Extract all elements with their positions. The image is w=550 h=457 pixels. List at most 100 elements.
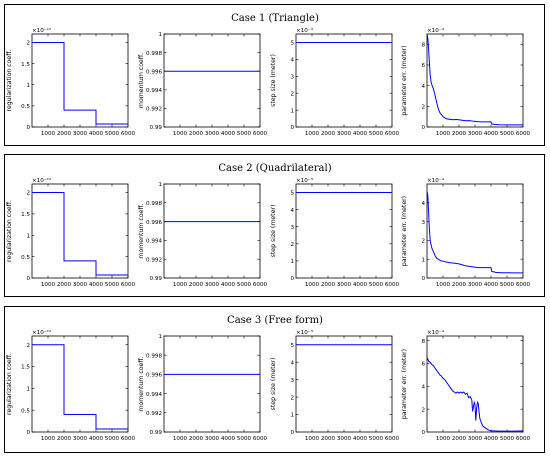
x-tick-label: 4000 bbox=[353, 282, 368, 288]
x-tick-label: 6000 bbox=[385, 436, 400, 442]
y-axis-label: momentum coeff. bbox=[138, 53, 145, 108]
y-exponent-label: ×10⁻³ bbox=[296, 177, 313, 184]
x-tick-label: 3000 bbox=[205, 282, 220, 288]
y-axis-label: step size (meter) bbox=[270, 358, 277, 411]
x-tick-label: 5000 bbox=[369, 436, 384, 442]
y-tick-label: 4 bbox=[290, 208, 294, 214]
series-line bbox=[426, 357, 524, 432]
y-tick-label: 2 bbox=[26, 41, 30, 47]
y-axis-label: regularization coeff. bbox=[6, 200, 13, 262]
y-tick-label: 1 bbox=[158, 334, 162, 340]
x-tick-label: 5000 bbox=[500, 436, 515, 442]
x-tick-label: 5000 bbox=[105, 282, 120, 288]
x-tick-label: 2000 bbox=[189, 436, 204, 442]
x-tick-label: 3000 bbox=[73, 131, 88, 137]
y-axis-label: parameter err. (meter) bbox=[401, 196, 408, 266]
y-tick-label: 1 bbox=[158, 32, 162, 38]
subplot-3-3: 0 1 2 3 4 5 1000 2000 3000 4000 5000 6000 ×10⁻³ step … bbox=[270, 329, 400, 442]
x-tick-label: 3000 bbox=[73, 282, 88, 288]
case-3-panel bbox=[4, 306, 545, 453]
y-axis-label: parameter err. (meter) bbox=[401, 349, 408, 419]
y-tick-label: 0 bbox=[290, 430, 294, 436]
y-tick-label: 0.992 bbox=[146, 257, 162, 263]
x-tick-label: 5000 bbox=[500, 131, 515, 137]
y-tick-label: 1 bbox=[421, 257, 425, 263]
y-tick-label: 0.996 bbox=[146, 69, 162, 75]
y-tick-label: 2 bbox=[421, 407, 425, 413]
subplot-3-2: 0.99 0.992 0.994 0.996 0.998 1 1000 2000 3000 400… bbox=[138, 334, 268, 442]
series-line bbox=[426, 33, 523, 126]
x-tick-label: 6000 bbox=[253, 131, 268, 137]
series-line bbox=[32, 344, 128, 430]
x-tick-label: 3000 bbox=[468, 131, 483, 137]
y-tick-label: 1 bbox=[290, 413, 294, 419]
y-tick-label: 1 bbox=[290, 259, 294, 265]
x-tick-label: 3000 bbox=[468, 436, 483, 442]
x-tick-label: 2000 bbox=[321, 282, 336, 288]
y-tick-label: 1 bbox=[26, 233, 30, 239]
x-tick-label: 5000 bbox=[369, 282, 384, 288]
x-tick-label: 5000 bbox=[105, 436, 120, 442]
x-tick-label: 4000 bbox=[484, 282, 499, 288]
x-tick-label: 1000 bbox=[173, 436, 188, 442]
y-tick-label: 0 bbox=[26, 430, 30, 436]
y-exponent-label: ×10⁻⁴ bbox=[427, 177, 445, 184]
y-tick-label: 4 bbox=[290, 360, 294, 366]
y-tick-label: 5 bbox=[290, 191, 294, 197]
y-tick-label: 4 bbox=[421, 84, 425, 90]
x-tick-label: 6000 bbox=[385, 131, 400, 137]
subplot-1-4: 0 2 4 6 8 1000 2000 3000 4000 5000 6000 ×10⁻⁴ parame… bbox=[401, 27, 531, 137]
x-tick-label: 2000 bbox=[57, 131, 72, 137]
x-tick-label: 3000 bbox=[337, 131, 352, 137]
y-exponent-label: ×10⁻⁴ bbox=[427, 329, 445, 336]
y-exponent-label: ×10⁻⁴ bbox=[427, 27, 445, 34]
y-tick-label: 0.994 bbox=[146, 239, 162, 245]
case-1-title: Case 1 (Triangle) bbox=[231, 13, 319, 24]
x-tick-label: 2000 bbox=[452, 282, 467, 288]
x-tick-label: 4000 bbox=[484, 436, 499, 442]
y-tick-label: 3 bbox=[290, 74, 294, 80]
plot-frame bbox=[31, 335, 129, 433]
y-tick-label: 0.996 bbox=[146, 220, 162, 226]
y-tick-label: 0.998 bbox=[146, 353, 162, 359]
y-tick-label: 8 bbox=[421, 43, 425, 49]
x-tick-label: 5000 bbox=[500, 282, 515, 288]
x-tick-label: 1000 bbox=[305, 282, 320, 288]
x-tick-label: 2000 bbox=[57, 282, 72, 288]
subplot-3-4: 0 2 4 6 8 1000 2000 3000 4000 5000 6000 ×10⁻⁴ parame… bbox=[401, 329, 531, 442]
y-axis-label: regularization coeff. bbox=[6, 50, 13, 112]
x-tick-label: 4000 bbox=[353, 436, 368, 442]
x-tick-label: 3000 bbox=[468, 282, 483, 288]
subplot-3-1: 0 0.5 1 1.5 2 1000 2000 3000 4000 5000 6000 ×10⁻¹² r… bbox=[6, 329, 136, 442]
series-line bbox=[32, 41, 128, 125]
x-tick-label: 3000 bbox=[337, 282, 352, 288]
x-tick-label: 4000 bbox=[353, 131, 368, 137]
y-axis-label: momentum coeff. bbox=[138, 356, 145, 411]
series-line bbox=[426, 191, 523, 274]
y-tick-label: 1 bbox=[158, 182, 162, 188]
y-axis-label: step size (meter) bbox=[270, 54, 277, 107]
y-exponent-label: ×10⁻¹² bbox=[32, 177, 51, 184]
x-tick-label: 1000 bbox=[436, 436, 451, 442]
subplot-1-2: 0.99 0.992 0.994 0.996 0.998 1 1000 2000 3000 400… bbox=[138, 32, 268, 137]
x-tick-label: 1000 bbox=[41, 436, 56, 442]
x-tick-label: 2000 bbox=[452, 131, 467, 137]
x-tick-label: 1000 bbox=[305, 436, 320, 442]
y-axis-label: step size (meter) bbox=[270, 205, 277, 258]
subplot-1-3: 0 1 2 3 4 5 1000 2000 3000 4000 5000 6000 ×10⁻³ step … bbox=[270, 27, 400, 137]
x-tick-label: 3000 bbox=[205, 436, 220, 442]
plot-frame bbox=[426, 335, 524, 433]
x-tick-label: 2000 bbox=[452, 436, 467, 442]
x-tick-label: 1000 bbox=[436, 131, 451, 137]
x-tick-label: 6000 bbox=[121, 282, 136, 288]
y-tick-label: 0.5 bbox=[21, 104, 30, 110]
y-tick-label: 2 bbox=[290, 91, 294, 97]
y-tick-label: 2 bbox=[290, 242, 294, 248]
y-tick-label: 0 bbox=[290, 125, 294, 131]
y-exponent-label: ×10⁻¹² bbox=[32, 27, 51, 34]
y-tick-label: 0 bbox=[421, 125, 425, 131]
y-tick-label: 2 bbox=[421, 239, 425, 245]
x-tick-label: 6000 bbox=[253, 282, 268, 288]
